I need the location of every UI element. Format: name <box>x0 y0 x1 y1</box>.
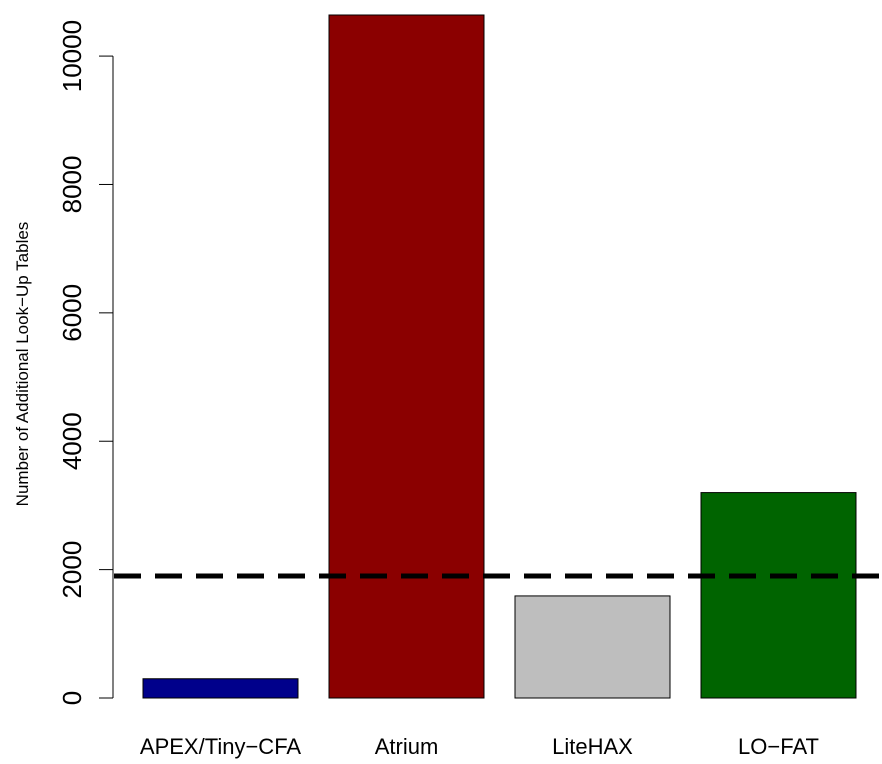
y-tick-label: 0 <box>57 691 87 705</box>
y-axis: 0 2000 4000 6000 8000 10000 <box>57 20 114 705</box>
bar-1 <box>328 14 485 699</box>
y-tick-label: 6000 <box>57 284 87 342</box>
x-tick-label: LO−FAT <box>738 734 819 759</box>
x-tick-label: Atrium <box>375 734 439 759</box>
x-tick-label: LiteHAX <box>552 734 633 759</box>
y-tick-label: 2000 <box>57 541 87 599</box>
y-axis-title: Number of Additional Look−Up Tables <box>13 222 32 507</box>
bar-2 <box>514 595 671 699</box>
bar-3 <box>700 492 857 699</box>
x-tick-label: APEX/Tiny−CFA <box>140 734 302 759</box>
x-axis-labels: APEX/Tiny−CFA Atrium LiteHAX LO−FAT <box>140 734 819 759</box>
y-tick-label: 4000 <box>57 412 87 470</box>
bars-group <box>142 14 857 699</box>
y-tick-label: 8000 <box>57 156 87 214</box>
bar-0 <box>142 678 299 699</box>
y-tick-label: 10000 <box>57 20 87 92</box>
